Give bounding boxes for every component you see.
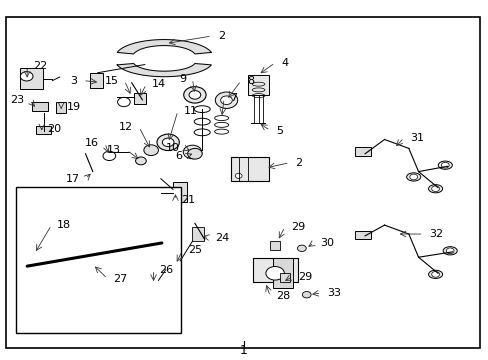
Text: 7: 7: [229, 94, 237, 103]
Circle shape: [446, 248, 453, 254]
Circle shape: [135, 157, 146, 165]
Circle shape: [20, 72, 33, 81]
Circle shape: [220, 96, 232, 104]
Circle shape: [441, 162, 448, 168]
Text: 30: 30: [319, 238, 333, 248]
Text: 18: 18: [57, 220, 71, 230]
Text: 31: 31: [409, 133, 423, 143]
Bar: [90, 73, 102, 88]
Circle shape: [103, 151, 116, 161]
Bar: [16, 187, 181, 333]
Circle shape: [183, 87, 205, 103]
Text: 14: 14: [152, 79, 166, 89]
Bar: [36, 126, 51, 134]
Bar: [280, 273, 289, 282]
Bar: [134, 93, 145, 104]
Text: 33: 33: [326, 288, 341, 298]
Text: 25: 25: [188, 245, 203, 255]
Text: 20: 20: [47, 124, 61, 134]
Bar: [355, 147, 370, 156]
Text: 21: 21: [181, 195, 195, 205]
Text: 5: 5: [276, 126, 283, 136]
Circle shape: [117, 97, 130, 107]
Text: 2: 2: [295, 158, 302, 168]
Text: 24: 24: [215, 233, 229, 243]
Circle shape: [215, 92, 237, 108]
Circle shape: [157, 134, 179, 150]
Text: 6: 6: [174, 150, 182, 161]
Text: 27: 27: [113, 274, 127, 284]
Text: 29: 29: [290, 222, 305, 232]
Text: 3: 3: [70, 76, 77, 86]
Bar: [253, 258, 298, 282]
Circle shape: [409, 174, 417, 180]
Circle shape: [189, 91, 201, 99]
Circle shape: [265, 266, 284, 280]
Circle shape: [297, 245, 305, 252]
Text: 1: 1: [239, 344, 247, 357]
Bar: [20, 68, 43, 89]
Text: 11: 11: [183, 106, 197, 116]
Text: 28: 28: [276, 292, 290, 301]
Text: 32: 32: [428, 229, 443, 239]
Circle shape: [431, 271, 439, 277]
Circle shape: [187, 148, 202, 159]
Bar: [148, 278, 160, 288]
Text: 15: 15: [104, 76, 118, 86]
Text: 13: 13: [107, 145, 121, 155]
Bar: [173, 181, 187, 202]
Text: 17: 17: [65, 174, 80, 184]
Ellipse shape: [427, 270, 442, 279]
Circle shape: [183, 145, 201, 159]
Text: 10: 10: [165, 143, 179, 153]
Text: 22: 22: [33, 61, 47, 71]
Circle shape: [26, 250, 36, 258]
Circle shape: [235, 174, 242, 178]
Polygon shape: [117, 40, 211, 54]
Text: 9: 9: [179, 74, 186, 84]
Text: 23: 23: [10, 95, 24, 105]
Ellipse shape: [442, 247, 456, 255]
Circle shape: [143, 145, 158, 156]
Text: 19: 19: [67, 102, 81, 112]
Text: 2: 2: [217, 31, 224, 41]
Bar: [56, 102, 65, 113]
Text: 8: 8: [246, 76, 254, 86]
Circle shape: [431, 186, 439, 192]
Bar: [32, 102, 48, 111]
Bar: [231, 157, 268, 180]
Ellipse shape: [427, 185, 442, 193]
Bar: [165, 258, 175, 270]
Bar: [272, 258, 292, 288]
Bar: [248, 75, 268, 95]
Bar: [24, 244, 44, 261]
Ellipse shape: [437, 161, 451, 169]
Circle shape: [302, 292, 310, 298]
Text: 29: 29: [297, 272, 312, 282]
Text: 4: 4: [281, 58, 287, 68]
Polygon shape: [117, 63, 211, 77]
Bar: [192, 227, 203, 241]
Circle shape: [162, 138, 174, 147]
Text: 16: 16: [85, 138, 99, 148]
Bar: [355, 231, 370, 239]
Bar: [270, 241, 280, 250]
Ellipse shape: [406, 173, 420, 181]
Text: 26: 26: [159, 265, 173, 275]
Text: 12: 12: [119, 122, 133, 132]
